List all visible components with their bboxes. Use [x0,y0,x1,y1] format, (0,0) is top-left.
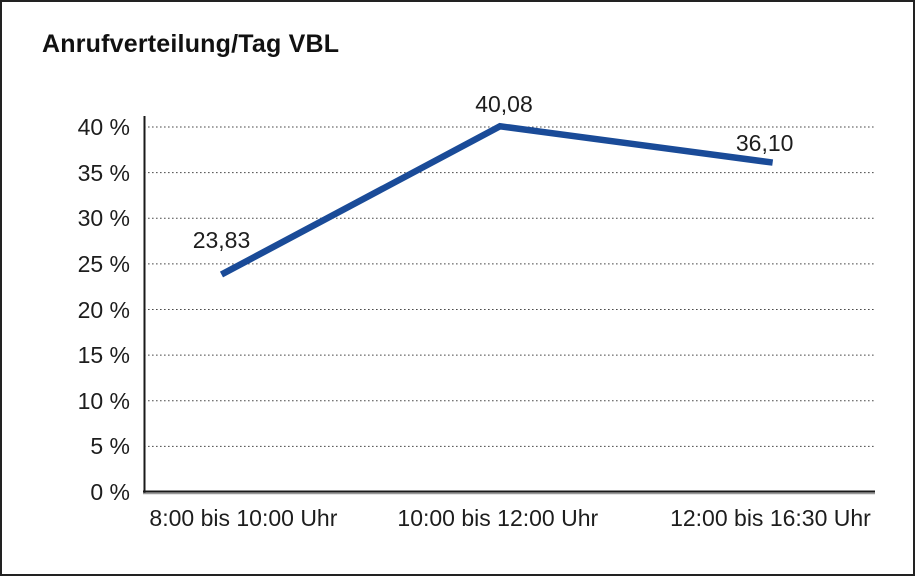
y-axis-tick-label-35: 35 % [77,159,130,186]
y-axis-tick-label-40: 40 % [77,114,130,140]
y-axis-tick-label-20: 20 % [77,296,130,323]
y-axis-tick-label-0: 0 % [90,479,130,505]
x-axis-category-label-2: 12:00 bis 16:30 Uhr [670,505,871,531]
y-axis-tick-label-30: 30 % [77,205,130,232]
y-axis-tick-label-15: 15 % [77,342,130,369]
x-axis-category-label-1: 10:00 bis 12:00 Uhr [397,505,599,531]
y-axis-tick-label-25: 25 % [77,250,130,277]
x-axis-category-label-0: 8:00 bis 10:00 Uhr [149,505,338,531]
y-axis-tick-label-5: 5 % [90,433,130,460]
data-series-line [219,122,774,278]
chart-title: Anrufverteilung/Tag VBL [42,30,340,58]
data-point-label-2: 36,10 [735,129,794,156]
data-point-label-1: 40,08 [475,91,533,118]
data-point-label-0: 23,83 [192,226,251,253]
y-axis-tick-label-10: 10 % [77,387,130,414]
